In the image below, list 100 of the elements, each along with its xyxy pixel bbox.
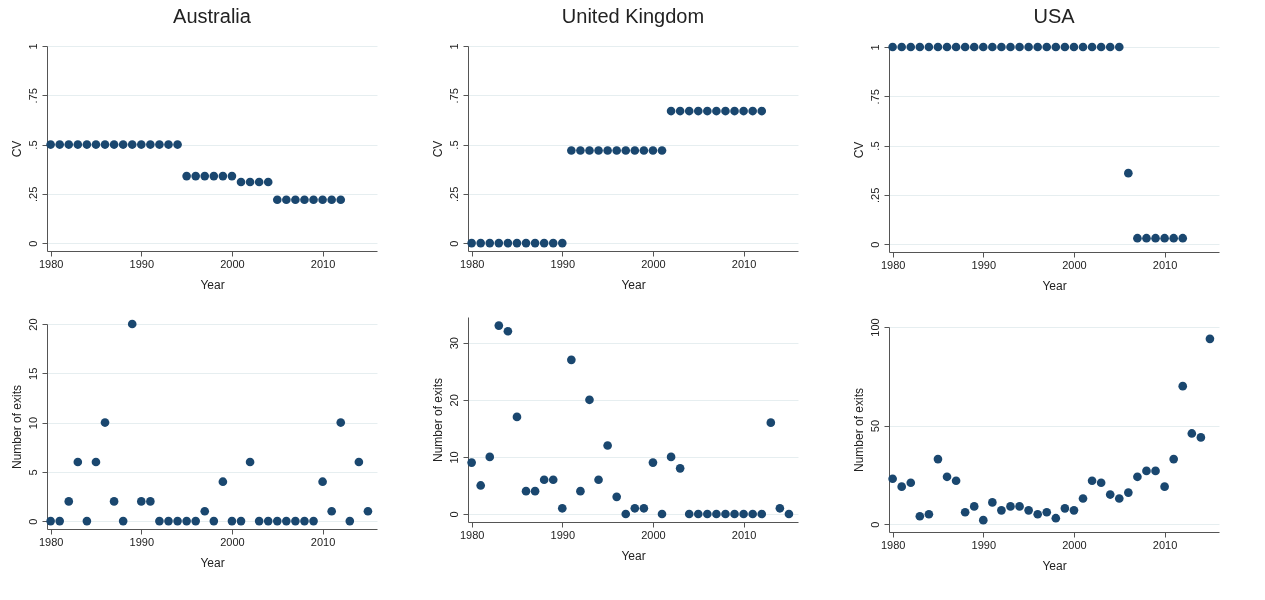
point bbox=[363, 506, 373, 516]
point bbox=[612, 492, 622, 502]
point bbox=[1114, 42, 1124, 52]
point bbox=[1069, 42, 1079, 52]
x-tick-label: 2010 bbox=[731, 257, 757, 270]
point bbox=[739, 509, 748, 519]
point bbox=[254, 177, 264, 187]
point bbox=[1051, 513, 1061, 523]
point bbox=[757, 106, 767, 116]
point bbox=[730, 106, 739, 116]
point bbox=[64, 497, 74, 506]
point bbox=[748, 106, 757, 116]
point bbox=[327, 195, 336, 205]
x-tick-label: 1980 bbox=[38, 257, 64, 270]
point bbox=[245, 177, 255, 187]
point bbox=[155, 516, 164, 526]
point bbox=[612, 146, 622, 155]
y-tick-label: 1 bbox=[868, 44, 881, 51]
point bbox=[136, 140, 146, 149]
point bbox=[539, 475, 549, 485]
y-tick-label: 10 bbox=[447, 451, 460, 464]
point bbox=[775, 503, 785, 513]
point bbox=[46, 140, 55, 149]
y-tick-label: .5 bbox=[26, 140, 39, 150]
point bbox=[594, 146, 603, 155]
point bbox=[675, 464, 685, 473]
point bbox=[309, 516, 318, 526]
point bbox=[557, 503, 567, 513]
y-tick-label: 1 bbox=[26, 43, 39, 50]
point bbox=[476, 481, 486, 490]
point bbox=[503, 326, 513, 336]
y-tick-label: 10 bbox=[26, 416, 39, 430]
point bbox=[924, 509, 934, 519]
y-tick-label: .75 bbox=[868, 89, 881, 105]
point bbox=[336, 195, 346, 205]
chart-title: Australia bbox=[173, 4, 252, 27]
point bbox=[1124, 168, 1133, 178]
y-axis-title: Number of exits bbox=[430, 377, 445, 463]
point bbox=[906, 478, 916, 488]
point bbox=[888, 474, 897, 484]
point bbox=[1096, 42, 1106, 52]
point bbox=[639, 503, 649, 513]
point bbox=[100, 140, 110, 149]
point bbox=[209, 516, 219, 526]
point bbox=[494, 238, 504, 248]
point bbox=[888, 42, 897, 52]
point bbox=[300, 195, 309, 205]
point bbox=[1169, 233, 1178, 243]
y-tick-label: 0 bbox=[26, 518, 39, 525]
point bbox=[1024, 42, 1033, 52]
point bbox=[1006, 502, 1015, 511]
point bbox=[721, 106, 730, 116]
point bbox=[109, 497, 119, 506]
x-tick-label: 2000 bbox=[220, 257, 245, 270]
point bbox=[648, 146, 658, 155]
x-tick-label: 1980 bbox=[459, 528, 485, 541]
x-tick-label: 1980 bbox=[880, 258, 906, 271]
point bbox=[666, 452, 676, 462]
point bbox=[766, 418, 776, 427]
point bbox=[712, 509, 721, 519]
point bbox=[309, 195, 318, 205]
point bbox=[55, 516, 65, 526]
point bbox=[530, 238, 540, 248]
point bbox=[336, 418, 346, 427]
point bbox=[784, 509, 794, 519]
point bbox=[1196, 433, 1206, 442]
point bbox=[1151, 233, 1160, 243]
point bbox=[721, 509, 730, 519]
point bbox=[191, 516, 201, 526]
point bbox=[1006, 42, 1015, 52]
point bbox=[345, 516, 355, 526]
point bbox=[1105, 490, 1115, 499]
point bbox=[118, 140, 128, 149]
point bbox=[494, 321, 504, 330]
point bbox=[127, 319, 137, 329]
x-tick-label: 1990 bbox=[971, 538, 997, 551]
point bbox=[300, 516, 309, 526]
point bbox=[173, 516, 182, 526]
point bbox=[684, 106, 694, 116]
chart-title: USA bbox=[1033, 4, 1076, 27]
point bbox=[82, 516, 92, 526]
y-axis-title: CV bbox=[430, 140, 445, 158]
x-tick-label: 2010 bbox=[310, 535, 336, 548]
x-axis-title: Year bbox=[1042, 278, 1067, 293]
y-tick-label: 50 bbox=[868, 419, 881, 433]
point bbox=[209, 171, 219, 181]
point bbox=[1042, 42, 1052, 52]
point bbox=[155, 140, 164, 149]
point bbox=[639, 146, 649, 155]
point bbox=[576, 486, 585, 496]
x-axis-title: Year bbox=[621, 548, 646, 563]
point bbox=[557, 238, 567, 248]
y-tick-label: 0 bbox=[26, 240, 39, 247]
point bbox=[951, 42, 961, 52]
point bbox=[960, 507, 970, 517]
point bbox=[512, 412, 522, 422]
point bbox=[621, 509, 631, 519]
x-axis-title: Year bbox=[621, 277, 646, 292]
point bbox=[1160, 233, 1169, 243]
point bbox=[1042, 507, 1052, 517]
